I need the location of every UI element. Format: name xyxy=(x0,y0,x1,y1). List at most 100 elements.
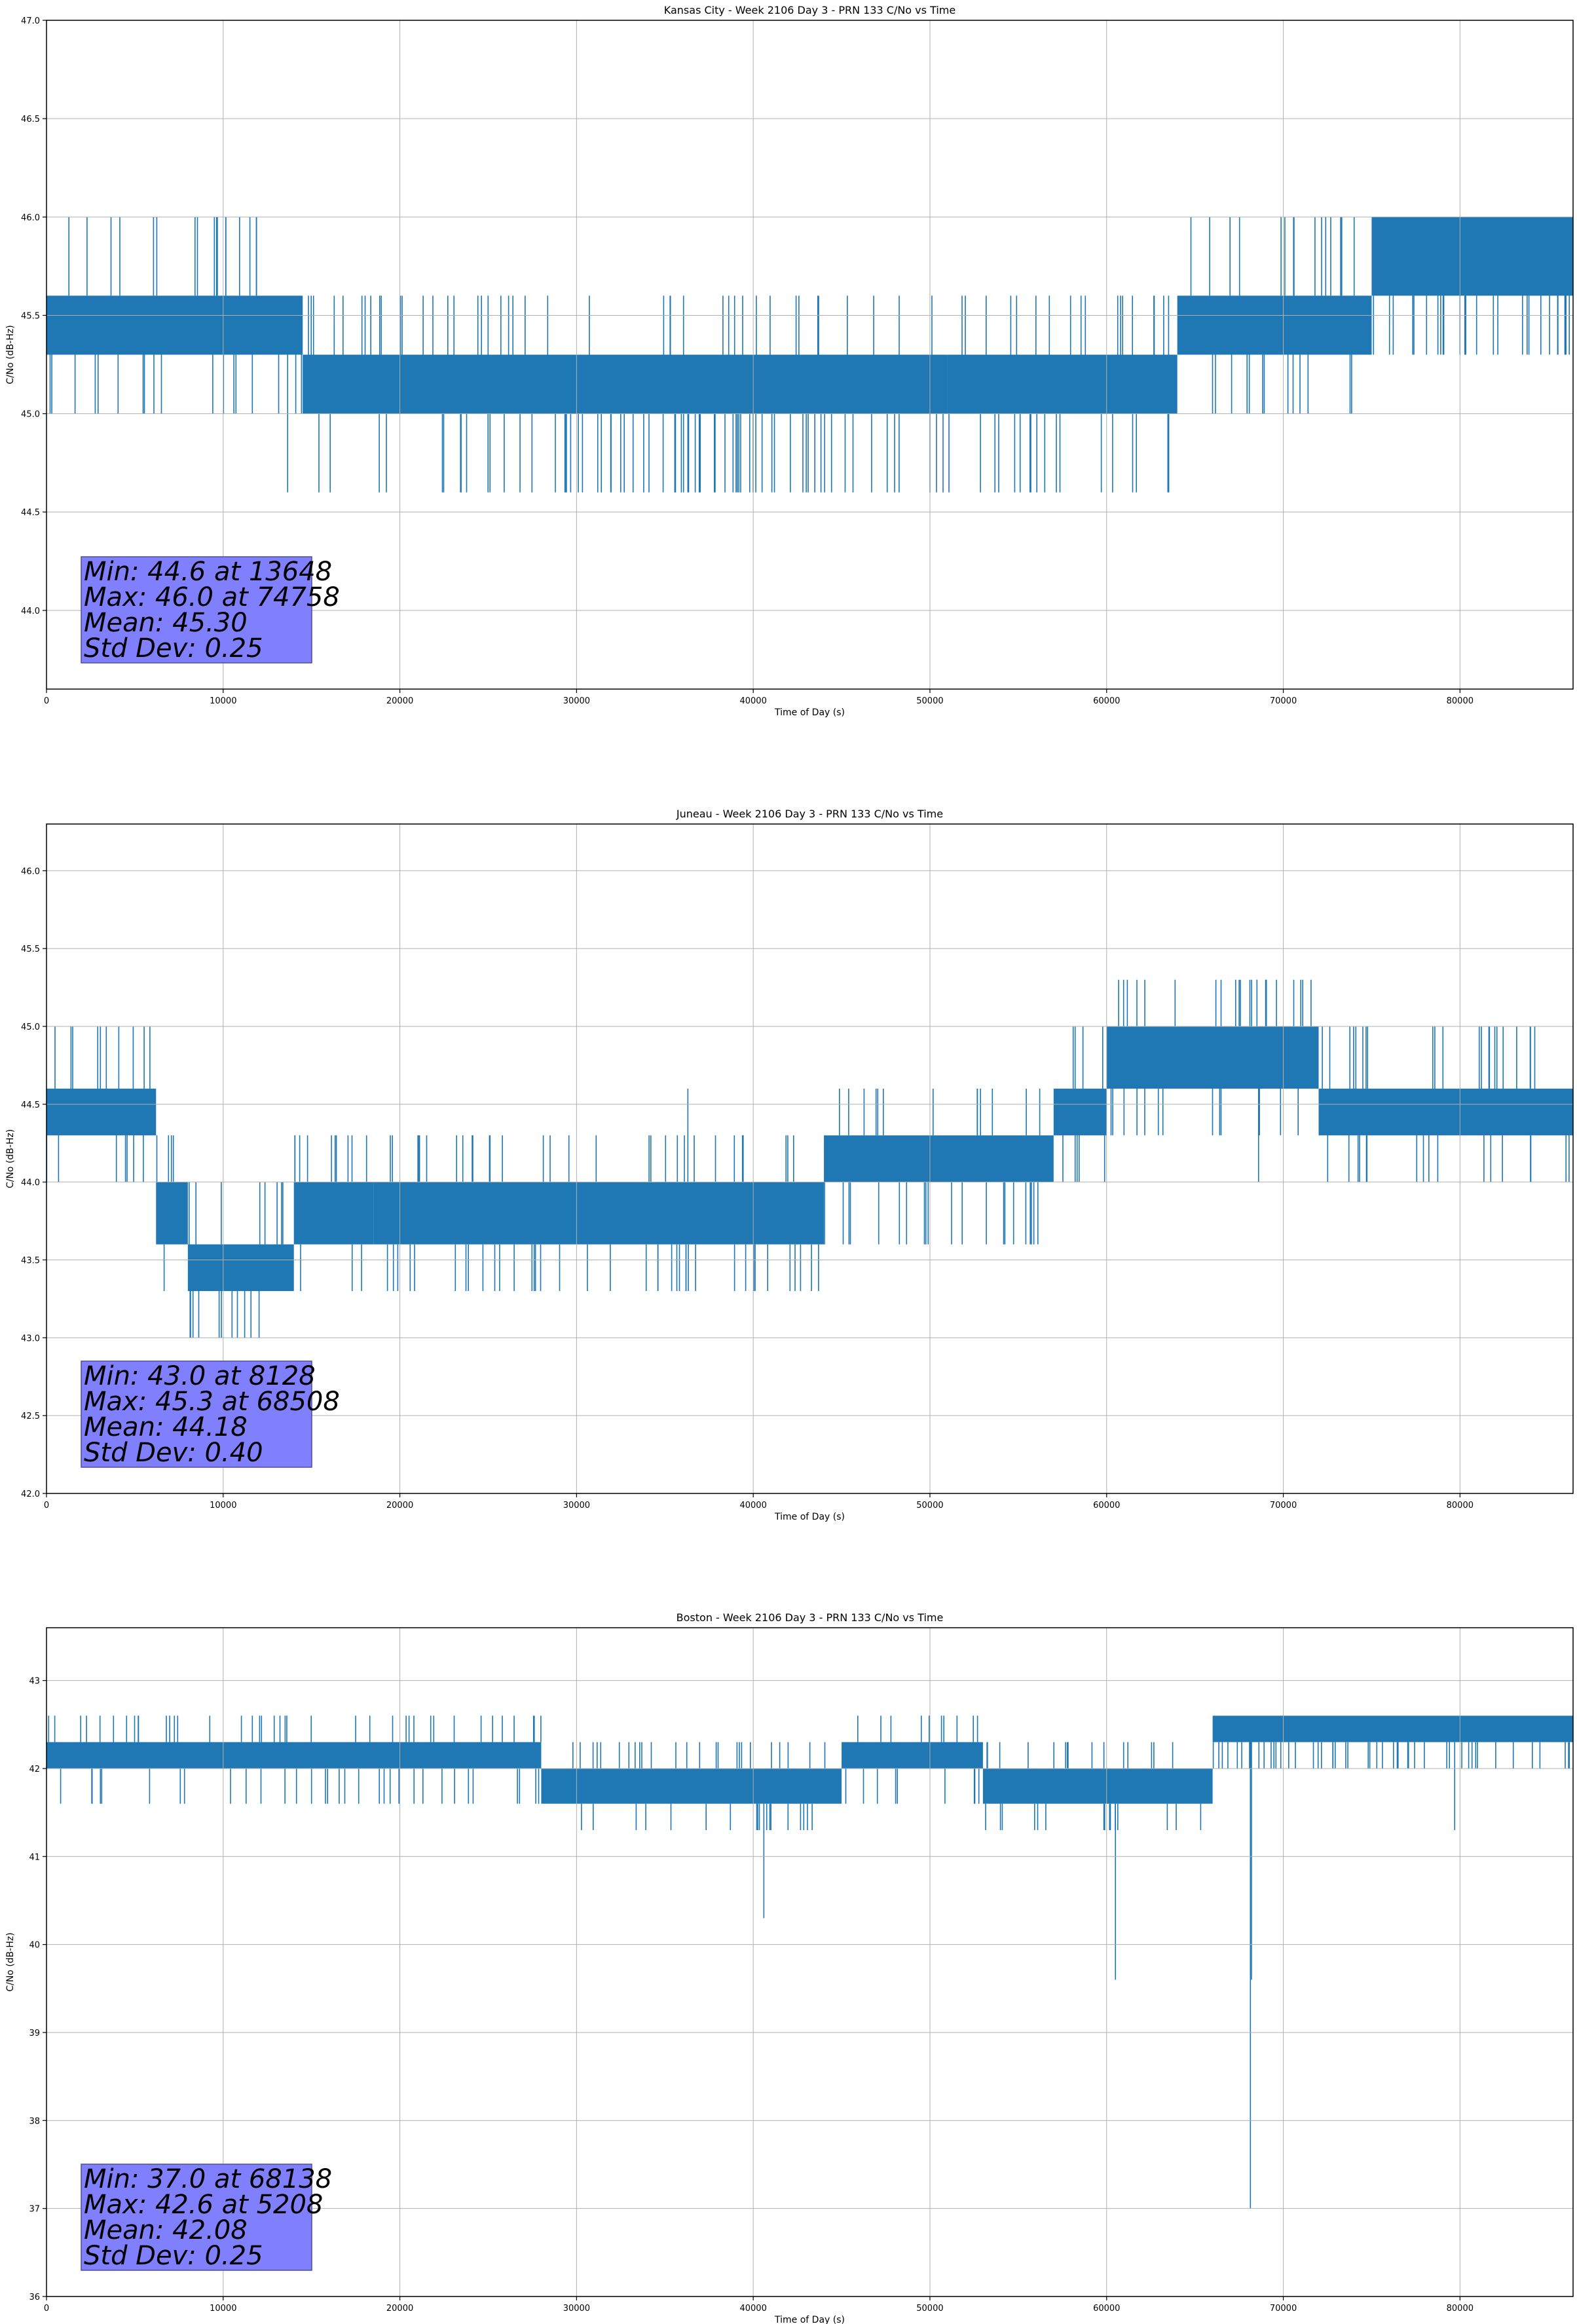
x-tick-label: 20000 xyxy=(386,696,413,706)
y-tick-label: 44.0 xyxy=(21,607,40,616)
stats-box-background xyxy=(81,2164,312,2271)
axis-ticks: 0 10000 20000 30000 40000 50000 60000 70000 8000… xyxy=(29,1677,1474,2314)
stats-mean: Mean: 45.30 xyxy=(84,608,248,638)
x-axis-label: Time of Day (s) xyxy=(774,707,845,718)
x-tick-label: 60000 xyxy=(1093,2304,1120,2314)
x-tick-label: 40000 xyxy=(739,1501,766,1510)
signal-band xyxy=(156,1182,188,1245)
chart-title: Kansas City - Week 2106 Day 3 - PRN 133 … xyxy=(664,4,955,16)
chart-title: Boston - Week 2106 Day 3 - PRN 133 C/No … xyxy=(677,1611,944,1624)
x-tick-label: 10000 xyxy=(210,696,236,706)
y-tick-label: 40 xyxy=(29,1941,40,1951)
x-tick-label: 40000 xyxy=(739,2304,766,2314)
stats-std-dev: Std Dev: 0.40 xyxy=(84,1438,263,1468)
y-tick-label: 47.0 xyxy=(21,16,40,26)
plot-frame xyxy=(46,823,1574,1494)
stats-max: Max: 46.0 at 74758 xyxy=(84,582,340,612)
axis-ticks: 0 10000 20000 30000 40000 50000 60000 70000 8000… xyxy=(21,16,1474,706)
signal-band xyxy=(541,1768,842,1804)
x-tick-label: 30000 xyxy=(563,1501,590,1510)
x-tick-label: 50000 xyxy=(916,696,943,706)
stats-max: Max: 45.3 at 68508 xyxy=(84,1387,340,1417)
signal-band xyxy=(753,1182,825,1245)
y-tick-label: 45.5 xyxy=(21,311,40,321)
y-tick-label: 46.5 xyxy=(21,115,40,124)
signal-band xyxy=(982,1768,1213,1804)
stats-box: Min: 44.6 at 13648 Max: 46.0 at 74758 Me… xyxy=(81,556,340,664)
stats-mean: Mean: 44.18 xyxy=(84,1412,248,1442)
data-layer xyxy=(46,979,1573,1338)
x-tick-label: 0 xyxy=(44,696,49,706)
gridlines xyxy=(46,20,1573,689)
y-tick-label: 46.0 xyxy=(21,213,40,223)
signal-band xyxy=(46,295,303,355)
x-tick-label: 10000 xyxy=(210,2304,236,2314)
y-tick-label: 44.0 xyxy=(21,1178,40,1188)
chart-panel-boston: 0 10000 20000 30000 40000 50000 60000 70000 8000… xyxy=(5,1611,1574,2324)
x-tick-label: 60000 xyxy=(1093,1501,1120,1510)
x-tick-label: 60000 xyxy=(1093,696,1120,706)
signal-band xyxy=(842,1742,983,1769)
x-axis-label: Time of Day (s) xyxy=(774,2315,845,2324)
chart-panel-juneau: 0 10000 20000 30000 40000 50000 60000 70000 8000… xyxy=(5,808,1574,1522)
stats-box-background xyxy=(81,556,312,664)
signal-band xyxy=(293,1182,374,1245)
chart-title: Juneau - Week 2106 Day 3 - PRN 133 C/No … xyxy=(676,808,943,820)
y-tick-label: 45.5 xyxy=(21,945,40,954)
x-tick-label: 30000 xyxy=(563,2304,590,2314)
x-tick-label: 40000 xyxy=(739,696,766,706)
x-tick-label: 0 xyxy=(44,2304,49,2314)
signal-band xyxy=(303,354,948,414)
y-tick-label: 37 xyxy=(29,2205,40,2215)
signal-band xyxy=(1371,217,1573,296)
signal-band xyxy=(470,1182,577,1245)
x-tick-label: 20000 xyxy=(386,2304,413,2314)
x-tick-label: 80000 xyxy=(1447,2304,1474,2314)
stats-std-dev: Std Dev: 0.25 xyxy=(84,633,263,664)
y-tick-label: 43 xyxy=(29,1677,40,1687)
signal-excursions xyxy=(46,979,1570,1338)
signal-band xyxy=(373,1182,471,1245)
signal-band xyxy=(824,1135,1054,1182)
stats-min: Min: 43.0 at 8128 xyxy=(84,1361,316,1391)
y-tick-label: 44.5 xyxy=(21,508,40,518)
stats-max: Max: 42.6 at 5208 xyxy=(84,2190,323,2220)
x-tick-label: 50000 xyxy=(916,2304,943,2314)
stats-min: Min: 44.6 at 13648 xyxy=(84,557,332,587)
x-tick-label: 10000 xyxy=(210,1501,236,1510)
signal-excursions xyxy=(48,1715,1570,1830)
y-tick-label: 41 xyxy=(29,1852,40,1862)
signal-band xyxy=(947,354,1178,414)
y-axis-label: C/No (dB-Hz) xyxy=(5,325,16,384)
signal-band xyxy=(1212,1715,1573,1742)
signal-band xyxy=(1106,1026,1319,1089)
signal-band xyxy=(1177,295,1372,355)
stats-std-dev: Std Dev: 0.25 xyxy=(84,2241,263,2271)
signal-band xyxy=(1053,1089,1107,1136)
y-tick-label: 45.0 xyxy=(21,1022,40,1032)
signal-band xyxy=(1318,1089,1573,1136)
y-tick-label: 39 xyxy=(29,2029,40,2038)
y-axis-label: C/No (dB-Hz) xyxy=(5,1129,16,1188)
plot-frame xyxy=(46,20,1574,690)
y-tick-label: 46.0 xyxy=(21,867,40,876)
y-tick-label: 43.0 xyxy=(21,1334,40,1343)
y-tick-label: 38 xyxy=(29,2116,40,2126)
x-tick-label: 0 xyxy=(44,1501,49,1510)
signal-excursions xyxy=(49,217,1570,493)
y-tick-label: 44.5 xyxy=(21,1100,40,1110)
x-tick-label: 70000 xyxy=(1270,696,1297,706)
stats-box: Min: 43.0 at 8128 Max: 45.3 at 68508 Mea… xyxy=(81,1360,340,1468)
signal-band xyxy=(576,1182,754,1245)
axis-ticks: 0 10000 20000 30000 40000 50000 60000 70000 8000… xyxy=(21,867,1474,1510)
data-layer xyxy=(46,1715,1573,2209)
y-tick-label: 43.5 xyxy=(21,1256,40,1265)
stats-mean: Mean: 42.08 xyxy=(84,2215,248,2245)
signal-band xyxy=(46,1089,157,1136)
x-tick-label: 70000 xyxy=(1270,2304,1297,2314)
y-tick-label: 36 xyxy=(29,2293,40,2302)
y-tick-label: 42.5 xyxy=(21,1412,40,1421)
x-tick-label: 80000 xyxy=(1447,1501,1474,1510)
gridlines xyxy=(46,824,1573,1494)
